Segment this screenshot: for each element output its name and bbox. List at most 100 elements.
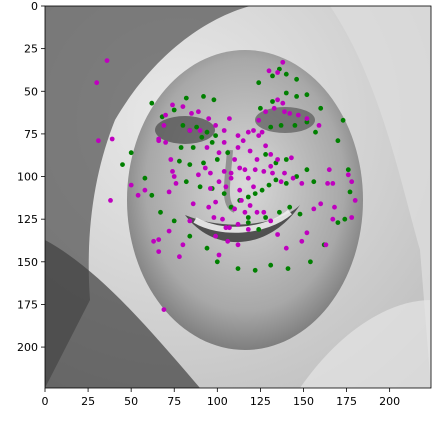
scatter-point-s1-20: [190, 201, 196, 207]
scatter-point-s1-111: [189, 111, 194, 116]
scatter-point-s0-60: [342, 216, 348, 222]
scatter-point-s1-121: [221, 140, 227, 145]
scatter-point-s0-31: [283, 181, 289, 186]
scatter-point-s1-101: [266, 68, 272, 74]
scatter-point-s1-26: [220, 216, 225, 222]
scatter-point-s1-62: [349, 215, 355, 220]
scatter-point-s1-73: [295, 112, 301, 118]
scatter-point-s0-61: [335, 220, 341, 226]
scatter-point-s0-78: [270, 73, 275, 79]
scatter-point-s0-16: [187, 162, 193, 168]
scatter-point-s0-38: [277, 209, 282, 215]
scatter-point-s1-29: [245, 227, 251, 232]
scatter-point-s0-76: [120, 162, 125, 168]
scatter-point-s0-45: [304, 92, 310, 98]
scatter-point-s1-98: [221, 169, 227, 174]
scatter-point-s0-49: [292, 123, 298, 128]
scatter-point-s0-36: [256, 227, 262, 232]
scatter-point-s1-40: [245, 129, 251, 135]
scatter-point-s0-59: [347, 189, 353, 195]
scatter-point-s0-11: [178, 145, 184, 150]
scatter-point-s1-69: [263, 109, 268, 115]
scatter-point-s1-92: [251, 184, 256, 190]
scatter-point-s1-99: [275, 97, 280, 103]
scatter-point-s1-37: [232, 157, 238, 162]
scatter-point-s1-96: [237, 165, 243, 171]
scatter-point-s1-10: [171, 174, 177, 179]
scatter-point-s1-46: [282, 170, 287, 176]
scatter-point-s1-58: [304, 230, 310, 236]
scatter-point-s1-86: [261, 169, 267, 174]
scatter-point-s0-4: [201, 94, 206, 99]
y-tick-label: 175: [17, 298, 38, 311]
scatter-point-s0-28: [259, 187, 265, 193]
scatter-point-s1-23: [208, 186, 213, 191]
scatter-point-s1-122: [235, 133, 241, 139]
scatter-point-s1-75: [316, 123, 322, 128]
scatter-points: [94, 58, 358, 312]
y-axis: 0 25 50 75 100 125 150 175 200: [17, 0, 45, 354]
scatter-point-s1-27: [227, 225, 232, 231]
scatter-point-s1-49: [232, 206, 238, 212]
scatter-point-s1-28: [235, 221, 241, 227]
scatter-point-s1-110: [196, 109, 201, 115]
scatter-point-s0-26: [245, 194, 251, 200]
scatter-point-s1-102: [280, 59, 286, 65]
scatter-point-s1-76: [259, 129, 265, 135]
y-tick-label: 25: [24, 43, 38, 56]
scatter-point-s1-43: [263, 143, 268, 149]
scatter-point-s1-55: [275, 232, 280, 237]
scatter-point-s0-6: [180, 123, 186, 128]
scatter-point-s0-17: [201, 160, 206, 166]
scatter-point-s0-9: [213, 133, 219, 139]
x-axis: 0 25 50 75 100 125 150 175 200: [42, 388, 400, 408]
scatter-point-s0-80: [294, 76, 299, 82]
scatter-point-s1-85: [252, 167, 258, 173]
scatter-point-s1-54: [268, 218, 274, 224]
scatter-point-s0-19: [225, 150, 231, 156]
scatter-point-s1-18: [166, 228, 172, 234]
axes-frame: [44, 5, 432, 389]
scatter-point-s1-120: [216, 150, 222, 156]
scatter-point-s0-56: [335, 138, 341, 144]
y-tick-label: 50: [24, 85, 38, 98]
x-tick-label: 100: [207, 395, 228, 408]
scatter-point-s1-3: [109, 136, 115, 142]
scatter-point-s1-15: [161, 307, 167, 312]
scatter-point-s1-56: [283, 245, 289, 251]
scatter-point-s1-71: [280, 100, 286, 106]
scatter-point-s1-95: [247, 148, 253, 154]
scatter-point-s0-13: [199, 134, 205, 140]
scatter-point-s1-11: [166, 189, 172, 195]
scatter-point-s0-73: [149, 192, 155, 198]
x-tick-label: 200: [379, 395, 400, 408]
scatter-point-s1-66: [326, 167, 332, 173]
scatter-point-s1-91: [330, 216, 336, 222]
scatter-point-s1-34: [216, 179, 222, 185]
scatter-point-s1-57: [299, 238, 305, 244]
scatter-point-s0-23: [221, 191, 227, 197]
scatter-point-s1-4: [108, 198, 113, 203]
scatter-point-s1-8: [163, 140, 169, 145]
x-tick-label: 0: [42, 395, 49, 408]
scatter-point-s1-48: [299, 181, 305, 186]
scatter-point-s0-75: [128, 150, 134, 156]
scatter-point-s0-44: [294, 94, 299, 99]
scatter-point-s1-1: [104, 58, 110, 63]
scatter-point-s1-108: [221, 128, 227, 133]
scatter-point-s0-41: [258, 105, 263, 111]
y-tick-label: 200: [17, 341, 38, 354]
scatter-point-s1-12: [151, 238, 157, 244]
scatter-point-s1-114: [163, 112, 169, 118]
scatter-point-s0-18: [214, 157, 220, 162]
scatter-point-s0-8: [204, 129, 210, 135]
scatter-point-s0-70: [187, 233, 193, 239]
x-tick-label: 175: [336, 395, 357, 408]
scatter-point-s0-21: [197, 184, 203, 190]
scatter-point-s0-20: [183, 179, 189, 185]
scatter-point-s0-55: [245, 215, 251, 220]
scatter-point-s1-109: [227, 116, 232, 121]
scatter-point-s1-77: [254, 157, 260, 162]
scatter-point-s1-5: [128, 182, 134, 188]
x-tick-label: 125: [250, 395, 271, 408]
